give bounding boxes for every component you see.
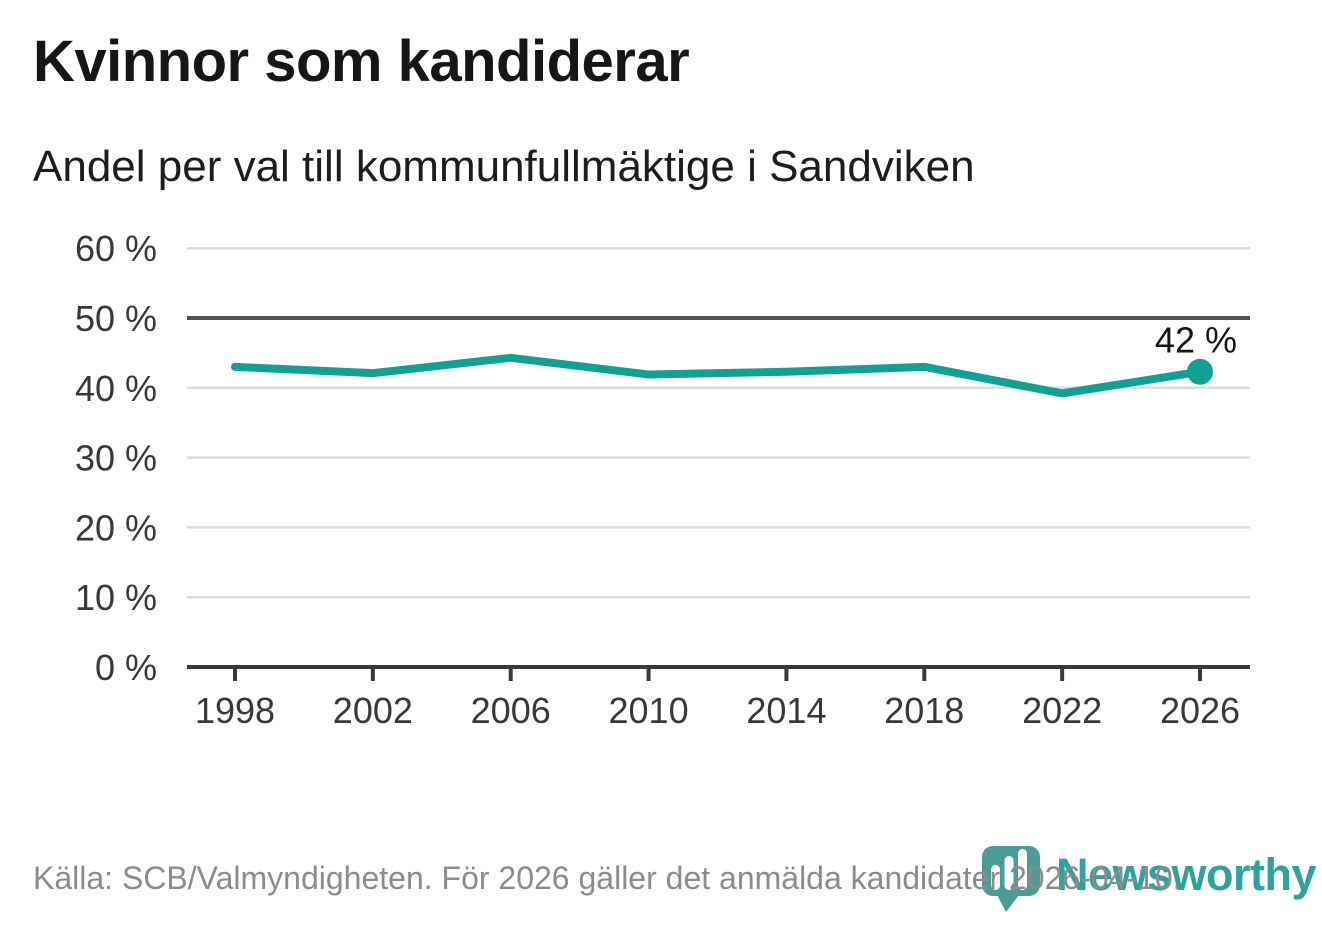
newsworthy-logo: Newsworthy bbox=[980, 843, 1317, 915]
x-tick-label: 2018 bbox=[884, 690, 964, 731]
source-note: Källa: SCB/Valmyndigheten. För 2026 gäll… bbox=[33, 860, 1182, 896]
x-tick-label: 2010 bbox=[609, 690, 689, 731]
logo-bar-tall bbox=[1018, 849, 1027, 890]
y-tick-label: 50 % bbox=[75, 298, 157, 339]
y-tick-label: 30 % bbox=[75, 438, 157, 479]
chart-subtitle: Andel per val till kommunfullmäktige i S… bbox=[33, 142, 975, 191]
y-tick-label: 20 % bbox=[75, 507, 157, 548]
end-value-label: 42 % bbox=[1155, 320, 1237, 361]
logo-bar-medium bbox=[1004, 856, 1014, 890]
y-tick-label: 60 % bbox=[75, 228, 157, 269]
data-line bbox=[231, 353, 1204, 398]
x-tick-label: 2022 bbox=[1022, 690, 1102, 731]
x-tick-label: 2026 bbox=[1160, 690, 1240, 731]
x-tick-label: 1998 bbox=[195, 690, 275, 731]
logo-pin-tail bbox=[995, 891, 1022, 912]
end-point-marker bbox=[1186, 358, 1213, 385]
logo-bar-short bbox=[991, 865, 1000, 890]
y-tick-label: 40 % bbox=[75, 368, 157, 409]
newsworthy-wordmark: Newsworthy bbox=[1056, 849, 1317, 900]
page-title: Kvinnor som kandiderar bbox=[33, 29, 690, 94]
x-tick-label: 2006 bbox=[471, 690, 551, 731]
y-tick-label: 0 % bbox=[95, 647, 157, 688]
x-tick-label: 2002 bbox=[333, 690, 413, 731]
newsworthy-pin-barchart-icon bbox=[982, 846, 1040, 912]
x-tick-label: 2014 bbox=[746, 690, 826, 731]
y-tick-label: 10 % bbox=[75, 577, 157, 618]
